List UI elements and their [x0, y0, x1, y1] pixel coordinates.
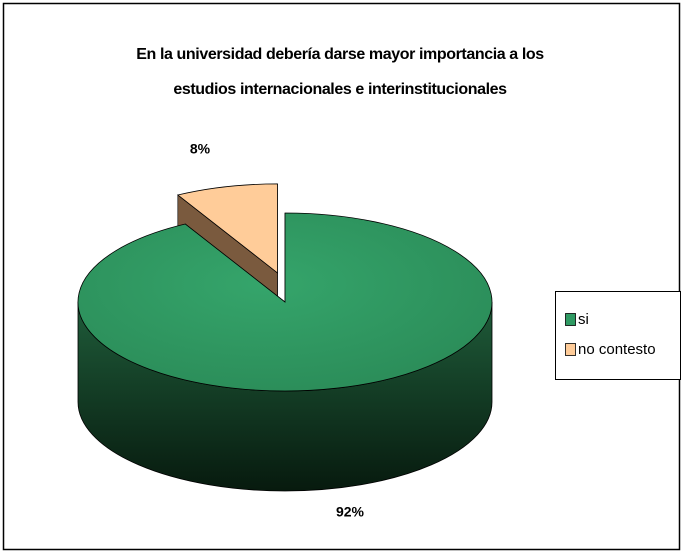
legend-label: no contesto: [578, 341, 656, 358]
legend: [555, 291, 681, 380]
slice-top: [176, 183, 278, 274]
legend-label: si: [578, 311, 589, 328]
data-label: 8%: [190, 141, 211, 157]
legend-swatch: [565, 343, 576, 356]
legend-swatch: [565, 313, 576, 326]
chart-title: estudios internacionales e interinstituc…: [173, 81, 507, 98]
data-label: 92%: [336, 504, 365, 520]
chart-title: En la universidad debería darse mayor im…: [136, 46, 544, 63]
slice-top: [77, 212, 493, 392]
